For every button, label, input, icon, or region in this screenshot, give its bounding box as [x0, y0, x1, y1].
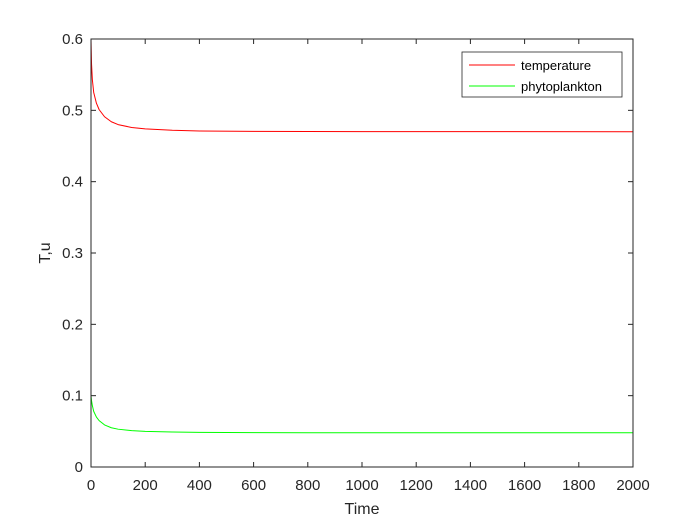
- x-tick-label: 1000: [345, 477, 378, 494]
- legend-label-temperature: temperature: [521, 58, 591, 73]
- plot-area: [91, 39, 633, 467]
- x-tick-label: 600: [241, 477, 266, 494]
- x-tick-label: 200: [133, 477, 158, 494]
- x-axis-ticks: 0 200 400 600 800 1000 1200 1400 1600 1800 2000: [87, 39, 650, 494]
- series-line-phytoplankton: [90, 395, 633, 434]
- x-tick-label: 1200: [400, 477, 433, 494]
- y-tick-label: 0.6: [62, 31, 83, 48]
- legend-box: [461, 51, 623, 98]
- x-tick-label: 0: [87, 477, 95, 494]
- y-tick-label: 0.3: [62, 245, 83, 262]
- x-tick-label: 1400: [454, 477, 487, 494]
- y-tick-label: 0.2: [62, 316, 83, 333]
- x-tick-label: 400: [187, 477, 212, 494]
- x-tick-label: 800: [295, 477, 320, 494]
- y-tick-label: 0.5: [62, 102, 83, 119]
- series-layer: [90, 38, 634, 434]
- y-tick-label: 0.4: [62, 174, 83, 191]
- x-axis-label: Time: [345, 501, 380, 518]
- y-axis-label: T,u: [37, 242, 54, 263]
- y-axis-ticks: 0 0.1 0.2 0.3 0.4 0.5 0.6: [62, 31, 633, 476]
- x-tick-label: 1800: [562, 477, 595, 494]
- y-tick-label: 0.1: [62, 388, 83, 405]
- series-line-temperature: [90, 38, 634, 133]
- x-tick-label: 1600: [508, 477, 541, 494]
- y-tick-label: 0: [75, 459, 83, 476]
- legend: temperature phytoplankton: [461, 51, 623, 98]
- x-tick-label: 2000: [616, 477, 649, 494]
- legend-label-phytoplankton: phytoplankton: [521, 79, 602, 94]
